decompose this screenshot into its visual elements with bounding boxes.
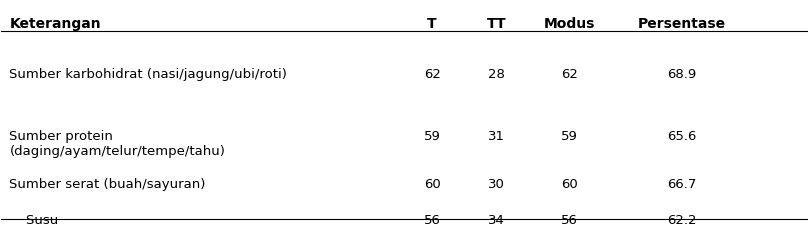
Text: 62.2: 62.2 <box>667 213 696 226</box>
Text: 31: 31 <box>488 129 505 142</box>
Text: Persentase: Persentase <box>638 17 726 31</box>
Text: 60: 60 <box>561 178 578 191</box>
Text: 60: 60 <box>424 178 440 191</box>
Text: 59: 59 <box>423 129 440 142</box>
Text: 62: 62 <box>561 68 578 80</box>
Text: TT: TT <box>486 17 507 31</box>
Text: 56: 56 <box>561 213 578 226</box>
Text: T: T <box>427 17 437 31</box>
Text: 28: 28 <box>488 68 505 80</box>
Text: 62: 62 <box>423 68 440 80</box>
Text: 65.6: 65.6 <box>667 129 696 142</box>
Text: Sumber karbohidrat (nasi/jagung/ubi/roti): Sumber karbohidrat (nasi/jagung/ubi/roti… <box>10 68 288 80</box>
Text: 56: 56 <box>423 213 440 226</box>
Text: Sumber serat (buah/sayuran): Sumber serat (buah/sayuran) <box>10 178 206 191</box>
Text: 68.9: 68.9 <box>667 68 696 80</box>
Text: Keterangan: Keterangan <box>10 17 101 31</box>
Text: 66.7: 66.7 <box>667 178 696 191</box>
Text: 59: 59 <box>561 129 578 142</box>
Text: Susu: Susu <box>10 213 59 226</box>
Text: Modus: Modus <box>544 17 595 31</box>
Text: 30: 30 <box>488 178 505 191</box>
Text: 34: 34 <box>488 213 505 226</box>
Text: Sumber protein
(daging/ayam/telur/tempe/tahu): Sumber protein (daging/ayam/telur/tempe/… <box>10 129 225 157</box>
